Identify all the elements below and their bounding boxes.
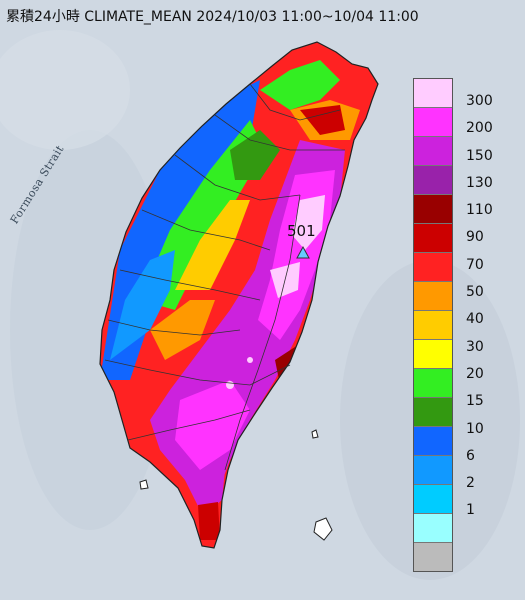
legend-label: 10 bbox=[466, 420, 484, 437]
legend-label: 30 bbox=[466, 338, 484, 355]
max-station-value: 501 bbox=[287, 222, 316, 240]
legend-swatch bbox=[414, 79, 452, 108]
legend-swatch bbox=[414, 485, 452, 514]
legend-swatch bbox=[414, 340, 452, 369]
legend-swatch bbox=[414, 514, 452, 543]
orchid-island bbox=[313, 517, 333, 541]
legend-swatch bbox=[414, 282, 452, 311]
legend-label: 2 bbox=[466, 475, 475, 492]
rainfall-legend-labels: 300 200 150 130 110 90 70 50 40 30 20 15 10 6 2 1 bbox=[466, 94, 521, 531]
legend-label: 20 bbox=[466, 365, 484, 382]
legend-label: 150 bbox=[466, 147, 493, 164]
max-station-marker-icon bbox=[296, 245, 310, 259]
green-island bbox=[311, 429, 319, 439]
county-boundaries bbox=[104, 83, 345, 471]
legend-swatch bbox=[414, 137, 452, 166]
legend-label: 110 bbox=[466, 202, 493, 219]
legend-swatch bbox=[414, 456, 452, 485]
rainfall-legend bbox=[413, 78, 453, 572]
legend-label: 90 bbox=[466, 229, 484, 246]
legend-swatch bbox=[414, 311, 452, 340]
legend-label: 6 bbox=[466, 447, 475, 464]
legend-label: 50 bbox=[466, 284, 484, 301]
legend-swatch bbox=[414, 543, 452, 571]
legend-swatch bbox=[414, 398, 452, 427]
legend-swatch bbox=[414, 108, 452, 137]
map-title: 累積24小時 CLIMATE_MEAN 2024/10/03 11:00~10/… bbox=[6, 9, 419, 25]
legend-swatch bbox=[414, 224, 452, 253]
legend-label: 1 bbox=[466, 502, 475, 519]
taiwan-coastline bbox=[99, 41, 379, 549]
legend-label: 200 bbox=[466, 120, 493, 137]
liuqiu-island bbox=[139, 479, 149, 490]
legend-label: 300 bbox=[466, 93, 493, 109]
legend-label: 15 bbox=[466, 393, 484, 410]
legend-swatch bbox=[414, 195, 452, 224]
legend-label: 70 bbox=[466, 256, 484, 273]
legend-swatch bbox=[414, 166, 452, 195]
legend-label: 130 bbox=[466, 174, 493, 191]
legend-label: 40 bbox=[466, 311, 484, 328]
legend-swatch bbox=[414, 369, 452, 398]
legend-swatch bbox=[414, 427, 452, 456]
legend-swatch bbox=[414, 253, 452, 282]
